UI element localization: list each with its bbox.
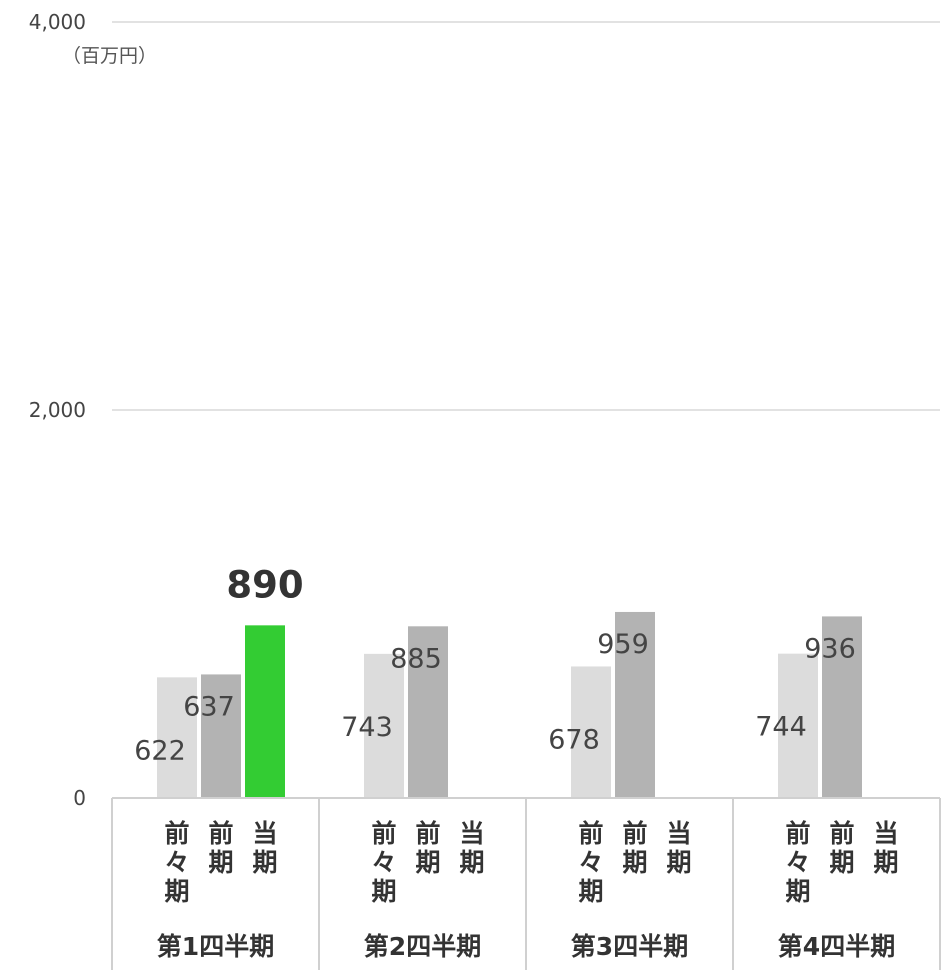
data-label: 744 [755, 712, 807, 743]
sub-category-label: 当期 [873, 819, 898, 877]
bar [157, 677, 197, 798]
y-tick-label: 2,000 [29, 398, 86, 422]
data-label: 959 [597, 629, 649, 660]
sub-category-label: 前期 [829, 819, 854, 877]
sub-category-label: 前々期 [371, 819, 396, 906]
unit-label: （百万円） [62, 45, 157, 67]
sub-category-label: 当期 [459, 819, 484, 877]
bar [408, 626, 448, 798]
bar [245, 625, 285, 798]
data-label: 743 [341, 712, 393, 743]
y-tick-label: 4,000 [29, 10, 86, 34]
bar [615, 611, 655, 798]
bar [201, 674, 241, 798]
data-label: 678 [548, 724, 600, 755]
sub-category-label: 前期 [415, 819, 440, 877]
data-label: 637 [183, 691, 235, 722]
category-label: 第2四半期 [364, 932, 481, 961]
grid-layer [112, 21, 940, 411]
y-tick-label: 0 [73, 786, 86, 810]
bar [571, 666, 611, 798]
data-label: 885 [390, 643, 442, 674]
category-label: 第3四半期 [571, 932, 688, 961]
sub-category-label: 当期 [666, 819, 691, 877]
axis-layer [111, 797, 941, 970]
category-label: 第1四半期 [157, 932, 274, 961]
data-label: 936 [804, 633, 856, 664]
data-label: 890 [226, 563, 303, 606]
sub-category-label: 当期 [252, 819, 277, 877]
category-label: 第4四半期 [778, 932, 895, 961]
sub-category-label: 前期 [208, 819, 233, 877]
bar [364, 653, 404, 798]
sub-category-label: 前々期 [785, 819, 810, 906]
sub-category-label: 前々期 [578, 819, 603, 906]
bar-layer [157, 611, 862, 798]
data-label: 622 [134, 735, 186, 766]
bar [778, 653, 818, 798]
bar [822, 616, 862, 798]
sub-category-label: 前々期 [164, 819, 189, 906]
sub-category-label: 前期 [622, 819, 647, 877]
label-layer: 02,0004,000622637890前々期前期当期第1四半期743885前々… [29, 10, 899, 961]
